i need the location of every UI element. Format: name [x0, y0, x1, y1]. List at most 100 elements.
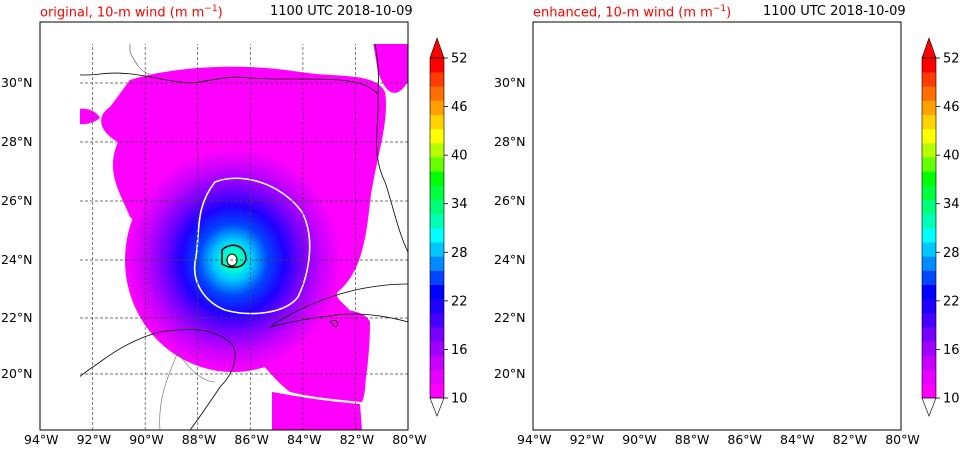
colorbar-tick-label: 52	[943, 52, 960, 67]
panel-enhanced-map	[532, 21, 902, 431]
colorbar-tick-label: 40	[943, 149, 960, 164]
colorbar-swatch	[922, 355, 936, 370]
colorbar-frame	[921, 57, 937, 399]
colorbar-tick-label: 22	[943, 294, 960, 309]
colorbar-swatch	[430, 284, 444, 300]
colorbar-swatch	[922, 86, 936, 101]
y-tick-label: 22°N	[1, 310, 33, 325]
colorbar-extend-min	[429, 397, 445, 417]
panel-time-enhanced: 1100 UTC 2018-10-09	[763, 4, 906, 19]
map-frame	[39, 21, 409, 431]
colorbar-swatch	[430, 199, 444, 215]
x-tick-label: 88°W	[181, 432, 217, 447]
x-tick-label: 94°W	[517, 432, 552, 447]
colorbar-extend-min	[921, 397, 937, 417]
colorbar-swatch	[922, 284, 936, 300]
colorbar-swatch	[430, 72, 444, 87]
x-tick-label: 94°W	[24, 432, 59, 447]
x-tick-label: 82°W	[832, 432, 868, 447]
colorbar-swatch	[430, 383, 444, 399]
colorbar-tick-label: 52	[451, 52, 468, 67]
colorbar-swatch	[922, 383, 936, 399]
colorbar-tick-label: 16	[943, 343, 960, 358]
y-tick-label: 24°N	[1, 252, 33, 267]
colorbar-extend-max	[429, 37, 445, 59]
colorbar-tick-label: 10	[451, 392, 468, 407]
x-tick-label: 84°W	[780, 432, 815, 447]
colorbar-original: 10 16 22 28 34 40 46 52	[429, 37, 468, 417]
map-background	[533, 22, 901, 430]
y-tick-label: 24°N	[494, 252, 526, 267]
y-tick-label: 30°N	[494, 75, 526, 90]
x-tick-label: 92°W	[569, 432, 605, 447]
colorbar-extend-max	[921, 37, 937, 59]
colorbar-swatch	[922, 157, 936, 172]
colorbar-swatch	[922, 185, 936, 200]
colorbar-swatch	[430, 355, 444, 370]
colorbar-swatch	[922, 58, 936, 73]
colorbar-swatch	[430, 256, 444, 271]
colorbar-swatch	[430, 341, 444, 356]
colorbar-frame	[429, 57, 445, 399]
colorbar-swatch	[922, 213, 936, 229]
y-tick-label: 26°N	[494, 193, 526, 208]
colorbar-tick-label: 40	[451, 149, 468, 164]
y-tick-label: 22°N	[494, 310, 526, 325]
colorbar-swatch	[430, 327, 444, 342]
x-tick-label: 82°W	[339, 432, 375, 447]
x-tick-label: 86°W	[234, 432, 269, 447]
colorbar-swatch	[922, 256, 936, 271]
colorbar-swatch	[922, 171, 936, 186]
colorbar-swatch	[922, 270, 936, 285]
y-tick-label: 30°N	[1, 75, 33, 90]
colorbar-swatch	[430, 369, 444, 385]
y-tick-label: 28°N	[494, 134, 526, 149]
colorbar-swatch	[430, 58, 444, 73]
colorbar-swatch	[922, 369, 936, 385]
y-tick-label: 20°N	[494, 366, 526, 381]
colorbar-swatch	[430, 313, 444, 328]
colorbar-swatch	[922, 143, 936, 158]
colorbar-swatch	[430, 143, 444, 158]
colorbar-tick-label: 28	[451, 246, 468, 261]
contour-white	[193, 177, 311, 315]
map-frame	[532, 21, 902, 431]
y-tick-label: 26°N	[1, 193, 33, 208]
colorbar-swatch	[922, 114, 936, 130]
panel-time-original: 1100 UTC 2018-10-09	[270, 4, 413, 19]
y-tick-label: 28°N	[1, 134, 33, 149]
colorbar-swatch	[922, 313, 936, 328]
x-tick-label: 90°W	[129, 432, 164, 447]
colorbar-swatch	[922, 242, 936, 257]
colorbar-swatch	[922, 298, 936, 314]
panel-title-original: original, 10-m wind (m m−1)	[40, 4, 223, 21]
colorbar-swatch	[430, 114, 444, 130]
colorbar-swatch	[922, 341, 936, 356]
colorbar-swatch	[430, 185, 444, 200]
colorbar-swatch	[430, 157, 444, 172]
x-tick-label: 80°W	[885, 432, 920, 447]
x-tick-label: 80°W	[392, 432, 427, 447]
colorbar-swatch	[922, 72, 936, 87]
colorbar-swatch	[430, 242, 444, 257]
panel-title-enhanced: enhanced, 10-m wind (m m−1)	[533, 4, 732, 21]
colorbar-tick-label: 34	[943, 197, 960, 212]
y-tick-label: 20°N	[1, 366, 33, 381]
colorbar-tick-label: 46	[451, 100, 468, 115]
x-tick-label: 92°W	[76, 432, 112, 447]
colorbar-tick-label: 34	[451, 197, 468, 212]
colorbar-swatch	[922, 199, 936, 215]
colorbar-swatch	[922, 128, 936, 144]
colorbar-swatch	[430, 100, 444, 115]
colorbar-swatch	[922, 327, 936, 342]
colorbar-swatch	[922, 100, 936, 115]
colorbar-swatch	[430, 270, 444, 285]
colorbar-swatch	[922, 228, 936, 243]
colorbar-swatch	[430, 86, 444, 101]
x-tick-label: 86°W	[727, 432, 762, 447]
colorbar-swatch	[430, 228, 444, 243]
contour-black	[221, 244, 247, 269]
colorbar-swatch	[430, 213, 444, 229]
colorbar-tick-label: 10	[943, 392, 960, 407]
x-tick-label: 84°W	[287, 432, 322, 447]
